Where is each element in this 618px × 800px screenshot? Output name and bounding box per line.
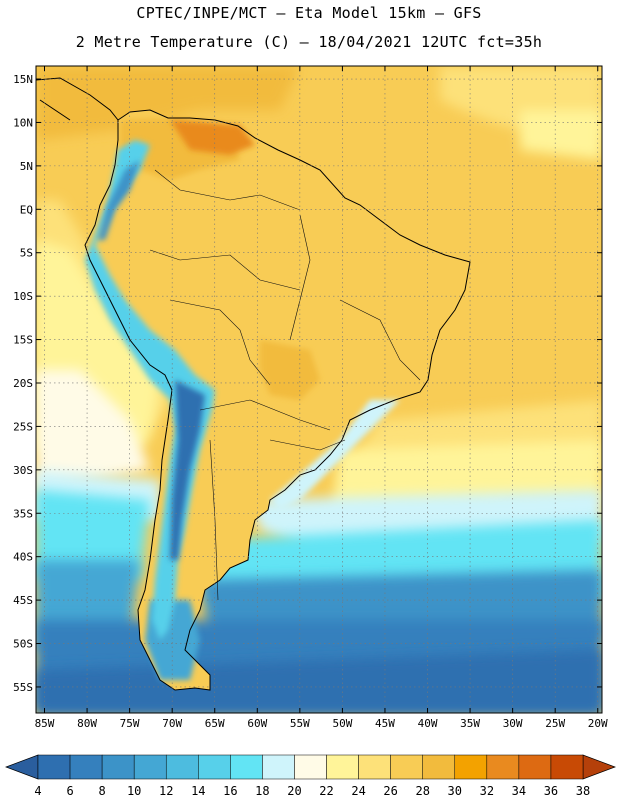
colorbar-swatch	[198, 754, 231, 780]
lon-label: 75W	[120, 717, 140, 730]
lon-label: 85W	[35, 717, 55, 730]
lat-label: 10S	[13, 290, 33, 303]
colorbar-swatch	[518, 754, 552, 780]
colorbar-label: 22	[319, 784, 333, 798]
colorbar-swatch	[454, 754, 488, 780]
colorbar-label: 24	[351, 784, 365, 798]
colorbar-swatch	[486, 754, 520, 780]
lon-label: 70W	[162, 717, 182, 730]
colorbar-swatch	[230, 754, 263, 780]
lat-label: 45S	[13, 594, 33, 607]
colorbar-swatch	[37, 754, 71, 780]
colorbar-swatch	[69, 754, 103, 780]
lat-label: 15S	[13, 334, 33, 347]
colorbar-label: 10	[127, 784, 141, 798]
lon-label: 60W	[247, 717, 267, 730]
lon-label: 55W	[290, 717, 310, 730]
map-frame	[35, 65, 603, 714]
lat-label: EQ	[20, 203, 33, 216]
lat-label: 20S	[13, 377, 33, 390]
lat-label: 25S	[13, 420, 33, 433]
axis-ticks	[36, 66, 602, 713]
colorbar-label: 30	[448, 784, 462, 798]
lon-label: 40W	[418, 717, 438, 730]
colorbar-label: 6	[66, 784, 73, 798]
lon-label: 25W	[545, 717, 565, 730]
colorbar-swatch	[358, 754, 391, 780]
lon-label: 65W	[205, 717, 225, 730]
colorbar-swatch	[262, 754, 295, 780]
colorbar-swatch	[165, 754, 199, 780]
lat-label: 50S	[13, 638, 33, 651]
map-title: CPTEC/INPE/MCT – Eta Model 15km – GFS	[136, 4, 482, 22]
colorbar-label: 8	[99, 784, 106, 798]
colorbar-label: 20	[287, 784, 301, 798]
colorbar-label: 32	[480, 784, 494, 798]
colorbar-swatch	[326, 754, 359, 780]
lat-label: 10N	[13, 116, 33, 129]
colorbar-swatch	[422, 754, 456, 780]
lat-label: 5N	[20, 160, 33, 173]
country-borders	[149, 169, 421, 601]
temperature-field	[36, 66, 602, 713]
latitude-labels: 15N 10N 5N EQ 5S 10S 15S 20S 25S 30S 35S 40S 45S 50S 5…	[13, 73, 33, 694]
lon-label: 50W	[332, 717, 352, 730]
lon-label: 45W	[375, 717, 395, 730]
colorbar-swatch	[133, 754, 167, 780]
colorbar-label: 4	[34, 784, 41, 798]
colorbar-label: 12	[159, 784, 173, 798]
colorbar-label: 26	[383, 784, 397, 798]
coastlines	[36, 77, 471, 691]
colorbar-swatch	[550, 754, 584, 780]
colorbar-label: 36	[544, 784, 558, 798]
lat-label: 30S	[13, 464, 33, 477]
lat-label: 5S	[20, 247, 33, 260]
colorbar: 4 6 8 10 12 14 16 18 20 22 24 26 28 30 32 34 36 38	[5, 754, 616, 798]
colorbar-label: 34	[512, 784, 526, 798]
map-subtitle: 2 Metre Temperature (C) – 18/04/2021 12U…	[75, 33, 543, 51]
colorbar-swatch	[294, 754, 327, 780]
lat-label: 15N	[13, 73, 33, 86]
colorbar-swatch	[101, 754, 135, 780]
lon-label: 35W	[460, 717, 480, 730]
colorbar-label: 14	[191, 784, 205, 798]
lon-label: 30W	[503, 717, 523, 730]
lat-label: 55S	[13, 681, 33, 694]
colorbar-label: 18	[255, 784, 269, 798]
colorbar-label: 28	[415, 784, 429, 798]
colorbar-label: 38	[576, 784, 590, 798]
lat-label: 35S	[13, 507, 33, 520]
lat-label: 40S	[13, 551, 33, 564]
longitude-labels: 85W 80W 75W 70W 65W 60W 55W 50W 45W 40W 35W 30W 25W 2…	[35, 717, 608, 730]
lon-label: 20W	[588, 717, 608, 730]
colorbar-over-arrow	[582, 754, 616, 780]
colorbar-swatch	[390, 754, 423, 780]
colorbar-under-arrow	[5, 754, 39, 780]
colorbar-label: 16	[223, 784, 237, 798]
lon-label: 80W	[77, 717, 97, 730]
